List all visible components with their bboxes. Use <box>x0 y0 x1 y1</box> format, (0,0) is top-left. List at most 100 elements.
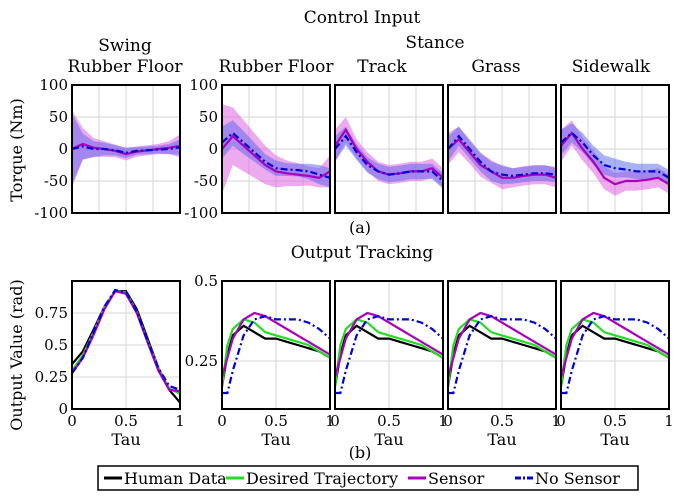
y-tick-label: 0 <box>208 140 218 158</box>
y-tick-label: 100 <box>39 76 68 94</box>
panel-frame <box>560 84 670 214</box>
series-line-sensor <box>220 311 331 378</box>
series-line-no-sensor <box>334 134 444 182</box>
series-line-desired-trajectory <box>446 318 557 387</box>
x-axis-label: Tau <box>111 430 140 449</box>
series-line-no-sensor <box>71 288 181 391</box>
y-tick-label: 0 <box>58 400 68 418</box>
panel-frame <box>221 84 331 214</box>
panel-2: 0 0.5 1 Tau <box>330 280 448 449</box>
legend: Human Data Desired Trajectory Sensor No Sen… <box>97 465 639 491</box>
series-line-no-sensor <box>561 315 670 395</box>
y-tick-label: 0.5 <box>194 272 218 290</box>
legend-label: Human Data <box>124 469 227 488</box>
y-tick-label: 100 <box>189 76 218 94</box>
x-tick-label: 0 <box>443 412 453 430</box>
panel-frame <box>560 280 670 410</box>
band-no-sensor <box>222 120 330 188</box>
series-line-no-sensor <box>335 315 444 395</box>
y-label-bottom: Output Value (rad) <box>7 279 26 430</box>
y-tick-label: 0 <box>58 140 68 158</box>
x-axis-label: Tau <box>487 430 516 449</box>
legend-label: Desired Trajectory <box>246 469 398 488</box>
y-tick-label: 50 <box>49 108 68 126</box>
x-axis-label: Tau <box>600 430 629 449</box>
band-no-sensor <box>72 113 180 185</box>
legend-box <box>97 465 639 491</box>
y-tick-label: 0.5 <box>44 336 68 354</box>
x-tick-label: 0.5 <box>114 412 138 430</box>
panel-frame <box>447 84 557 214</box>
x-axis-label: Tau <box>374 430 403 449</box>
y-tick-label: -100 <box>184 204 218 222</box>
series-line-no-sensor <box>221 131 331 179</box>
y-tick-label: 50 <box>199 108 218 126</box>
panel-frame <box>71 84 181 214</box>
panel-3: 0 0.5 1 Tau <box>443 280 561 449</box>
panel-4: 0 0.5 1 Tau <box>556 280 673 449</box>
y-tick-label: 0.75 <box>35 304 68 322</box>
legend-item: Human Data <box>104 469 227 488</box>
panel-2: Track <box>334 57 444 214</box>
y-tick-label: -50 <box>44 172 68 190</box>
series-line-sensor <box>446 311 557 378</box>
band-no-sensor <box>335 126 443 189</box>
panel-3: Grass <box>447 57 557 214</box>
x-tick-label: 0 <box>217 412 227 430</box>
bottom-title: Output Tracking <box>291 243 434 263</box>
x-tick-label: 1 <box>551 412 561 430</box>
series-line-no-sensor <box>71 145 181 154</box>
legend-item: Desired Trajectory <box>226 469 398 488</box>
series-line-desired-trajectory <box>333 318 444 387</box>
x-tick-label: 1 <box>438 412 448 430</box>
series-line-desired-trajectory <box>220 318 331 387</box>
series-line-desired-trajectory <box>559 318 670 387</box>
caption-a: (a) <box>349 218 371 237</box>
panel-title: Track <box>357 57 407 77</box>
x-tick-label: 1 <box>175 412 185 430</box>
legend-label: No Sensor <box>535 469 620 488</box>
top-title: Control Input <box>304 8 421 28</box>
panel-1: Rubber Floor <box>219 57 335 214</box>
band-no-sensor <box>561 123 669 186</box>
y-tick-label: 0.25 <box>35 368 68 386</box>
x-tick-label: 1 <box>325 412 335 430</box>
y-tick-label: 0.25 <box>185 352 218 370</box>
series-line-sensor <box>333 311 444 378</box>
caption-b: (b) <box>349 443 372 462</box>
panel-title: Rubber Floor <box>68 57 184 77</box>
panel-frame <box>71 280 181 410</box>
series-line-no-sensor <box>448 315 557 395</box>
panel-1: 0.25 0.5 0 0.5 1 Tau <box>185 272 335 449</box>
series-line-sensor <box>221 134 331 179</box>
x-tick-label: 0 <box>67 412 77 430</box>
panel-title: Sidewalk <box>572 57 651 77</box>
panel-frame <box>334 84 444 214</box>
panel-frame <box>334 280 444 410</box>
panel-4: Sidewalk <box>560 57 670 214</box>
series-line-sensor <box>559 311 670 378</box>
y-tick-label: -50 <box>194 172 218 190</box>
x-tick-label: 0.5 <box>264 412 288 430</box>
legend-item: No Sensor <box>515 469 620 488</box>
x-tick-label: 0 <box>330 412 340 430</box>
swing-title: Swing <box>98 36 152 56</box>
series-line-sensor <box>560 131 670 186</box>
legend-item: Sensor <box>408 469 485 488</box>
series-line-no-sensor <box>447 134 557 178</box>
panel-title: Rubber Floor <box>219 57 335 77</box>
band-no-sensor <box>448 126 556 185</box>
series-line-sensor <box>447 137 557 179</box>
panel-frame <box>447 280 557 410</box>
panel-title: Grass <box>471 57 520 77</box>
panel-0: 0 0.25 0.5 0.75 0 0.5 1 Tau <box>35 280 185 449</box>
x-tick-label: 0.5 <box>603 412 627 430</box>
series-line-no-sensor <box>222 315 331 395</box>
stance-title: Stance <box>405 33 464 53</box>
panel-frame <box>221 280 331 410</box>
x-tick-label: 1 <box>664 412 673 430</box>
